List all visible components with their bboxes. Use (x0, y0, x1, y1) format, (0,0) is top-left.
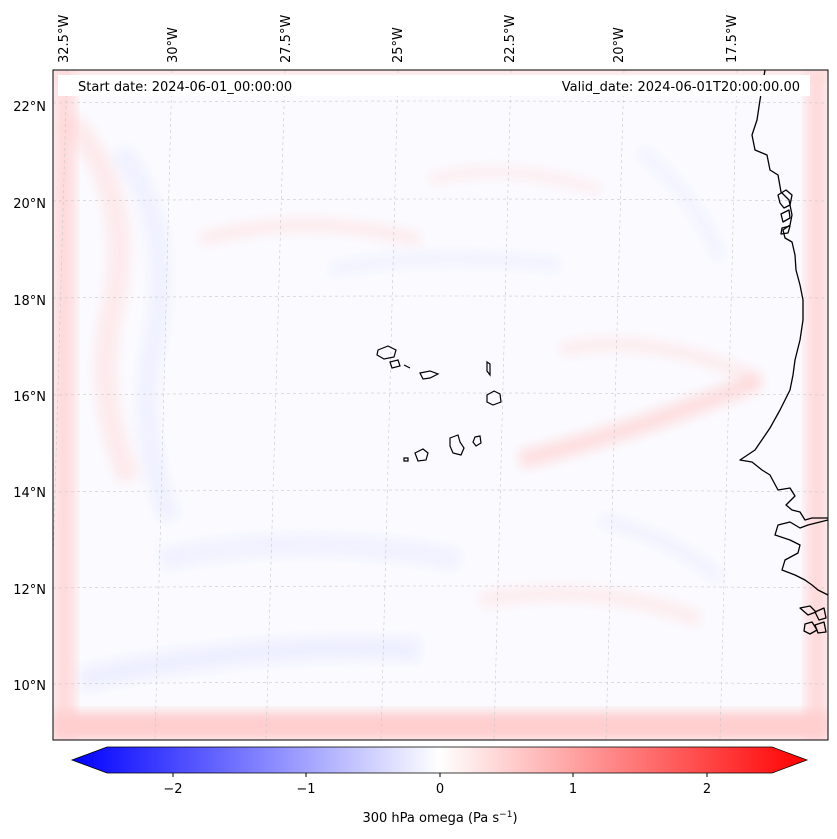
map-panel: Start date: 2024-06-01_00:00:00 Valid_da… (52, 69, 829, 741)
lat-tick-label: 14°N (13, 486, 46, 501)
colorbar: −2 −1 0 1 2 300 hPa omega (Pa s−1) (70, 746, 809, 826)
header-banner (58, 75, 810, 96)
colorbar-ticks (172, 773, 708, 777)
lon-tick-label: 30°W (166, 27, 181, 63)
lat-tick-label: 22°N (13, 100, 46, 115)
coastline (739, 70, 828, 635)
valid-date-label: Valid_date: 2024-06-01T20:00:00.00 (562, 80, 800, 95)
lon-tick-label: 20°W (612, 27, 627, 63)
colorbar-tick-label: 2 (703, 782, 711, 797)
map-frame (52, 69, 829, 741)
lat-tick-labels: 22°N 20°N 18°N 16°N 14°N 12°N 10°N (13, 100, 46, 694)
lon-tick-label: 27.5°W (279, 15, 294, 63)
lat-tick-label: 18°N (13, 294, 46, 309)
start-date-label: Start date: 2024-06-01_00:00:00 (78, 80, 292, 95)
lat-tick-label: 12°N (13, 583, 46, 598)
lon-tick-label: 32.5°W (57, 15, 72, 63)
cape-verde-islands (376, 345, 502, 462)
lon-tick-label: 25°W (391, 27, 406, 63)
lon-tick-label: 22.5°W (503, 15, 518, 63)
lat-tick-label: 10°N (13, 679, 46, 694)
colorbar-gradient (70, 746, 809, 774)
lon-tick-labels: 32.5°W 30°W 27.5°W 25°W 22.5°W 20°W 17.5… (57, 15, 740, 63)
colorbar-tick-label: −2 (163, 782, 182, 797)
colorbar-tick-label: 0 (436, 782, 444, 797)
map-gridlines (53, 70, 828, 740)
colorbar-tick-label: −1 (296, 782, 315, 797)
lat-tick-label: 16°N (13, 390, 46, 405)
lon-tick-label: 17.5°W (725, 15, 740, 63)
colorbar-title: 300 hPa omega (Pa s−1) (362, 810, 517, 826)
colorbar-tick-label: 1 (569, 782, 577, 797)
lat-tick-label: 20°N (13, 197, 46, 212)
